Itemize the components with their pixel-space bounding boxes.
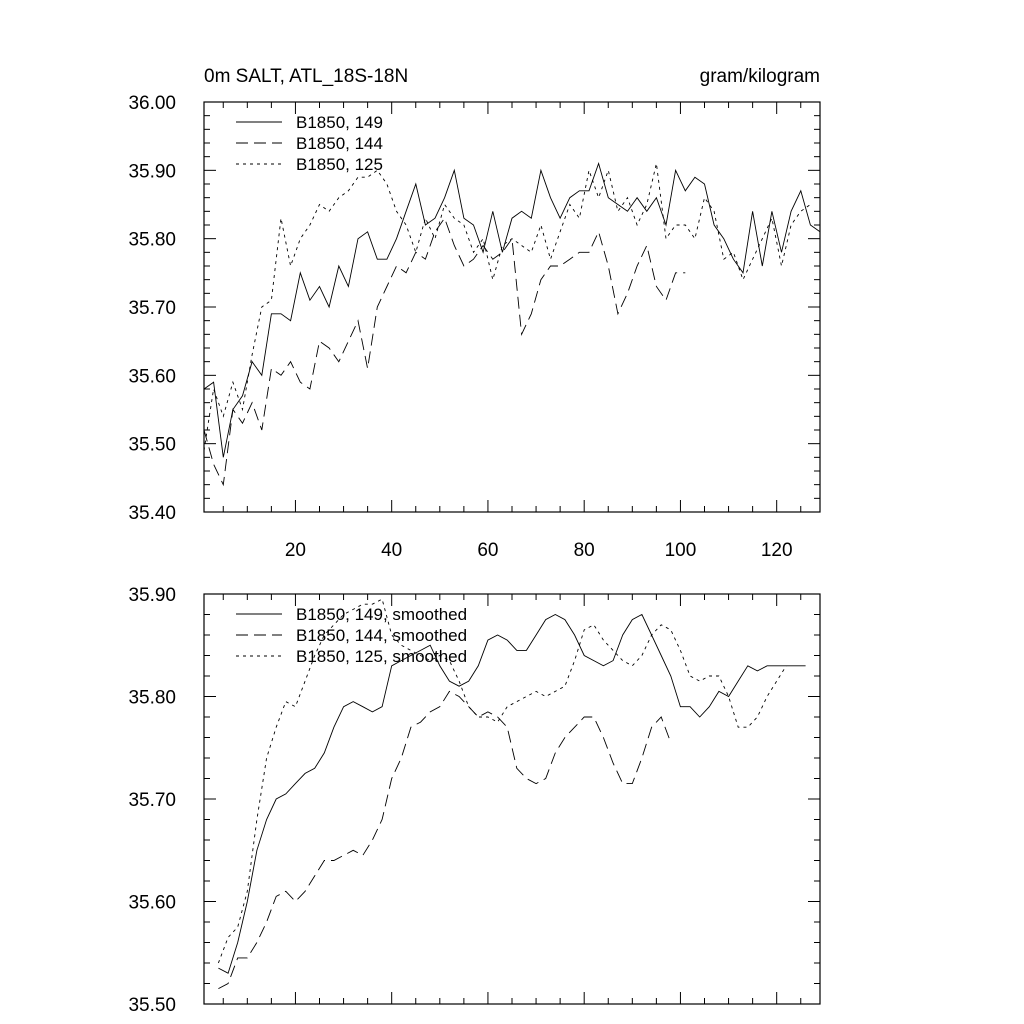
y-tick-label: 35.70 (128, 790, 176, 811)
bottom-legend: B1850, 149, smoothed B1850, 144, smoothed… (236, 605, 467, 666)
top-legend: B1850, 149 B1850, 144 B1850, 125 (236, 113, 383, 174)
top-y-tick-labels: 35.40 35.50 35.60 35.70 35.80 35.90 36.00 (128, 93, 176, 524)
y-tick-label: 35.60 (128, 893, 176, 914)
y-tick-label: 35.40 (128, 503, 176, 524)
x-tick-label: 60 (477, 540, 498, 561)
bottom-plot-frame (203, 593, 821, 1005)
bottom-chart-panel: 35.50 35.60 35.70 35.80 35.90 B1850, 149, sm… (128, 585, 821, 1016)
y-tick-label: 35.80 (128, 230, 176, 251)
legend-label: B1850, 125 (296, 155, 383, 174)
x-tick-label: 40 (381, 540, 402, 561)
y-tick-label: 35.80 (128, 688, 176, 709)
x-tick-label: 120 (761, 540, 793, 561)
y-tick-label: 35.60 (128, 366, 176, 387)
y-tick-label: 35.90 (128, 161, 176, 182)
top-series-group (203, 162, 821, 487)
y-tick-label: 36.00 (128, 93, 176, 114)
legend-label: B1850, 144 (296, 134, 383, 153)
legend-label: B1850, 125, smoothed (296, 647, 467, 666)
top-x-tick-labels: 20 40 60 80 100 120 (285, 540, 793, 561)
series-line-1 (203, 162, 821, 458)
legend-label: B1850, 144, smoothed (296, 626, 467, 645)
legend-label: B1850, 149 (296, 113, 383, 132)
x-tick-label: 100 (665, 540, 697, 561)
y-tick-label: 35.50 (128, 435, 176, 456)
legend-label: B1850, 149, smoothed (296, 605, 467, 624)
chart-units-label: gram/kilogram (700, 66, 820, 87)
y-tick-label: 35.50 (128, 995, 176, 1016)
x-tick-label: 80 (574, 540, 595, 561)
y-tick-label: 35.90 (128, 585, 176, 606)
top-chart-panel: 0m SALT, ATL_18S-18N gram/kilogram 35.40… (128, 66, 821, 561)
bottom-y-tick-labels: 35.50 35.60 35.70 35.80 35.90 (128, 585, 176, 1016)
chart-title-left: 0m SALT, ATL_18S-18N (204, 66, 408, 87)
bottom-axis-ticks (204, 593, 820, 1005)
top-plot-frame (203, 101, 821, 513)
series-line-2 (203, 217, 686, 487)
y-tick-label: 35.70 (128, 298, 176, 319)
bottom-series-group (217, 598, 806, 989)
series-line-2 (218, 690, 672, 989)
series-line-1 (218, 613, 806, 974)
x-tick-label: 20 (285, 540, 306, 561)
series-line-3 (217, 598, 787, 964)
series-line-3 (203, 163, 811, 451)
